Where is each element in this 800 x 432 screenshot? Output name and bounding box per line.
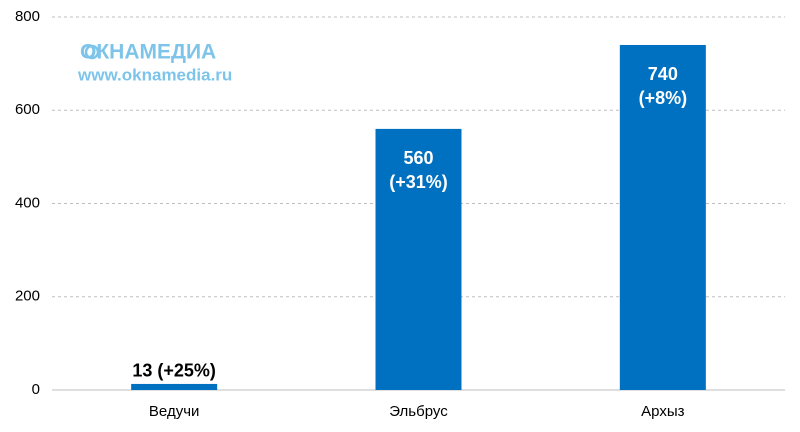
value-label: 740 (+8%) [639,64,688,108]
bar [619,44,706,390]
bar [375,128,462,390]
value-label: 13 (+25%) [132,361,216,381]
logo-icon [84,44,100,60]
y-tick-label: 400 [15,194,40,211]
value-label: 560 (+31%) [389,148,448,192]
x-tick-label: Эльбрус [389,403,448,420]
y-tick-label: 200 [15,288,40,305]
watermark-name: ОКНАМЕДИА [80,41,216,64]
y-tick-label: 800 [15,8,40,25]
watermark-url: www.oknamedia.ru [77,65,232,84]
watermark: ОКНАМЕДИА www.oknamedia.ru [77,41,232,85]
x-tick-label: Ведучи [149,403,199,420]
bar [131,383,218,390]
y-tick-label: 0 [32,381,40,398]
y-tick-label: 600 [15,101,40,118]
x-tick-label: Архыз [641,403,684,420]
